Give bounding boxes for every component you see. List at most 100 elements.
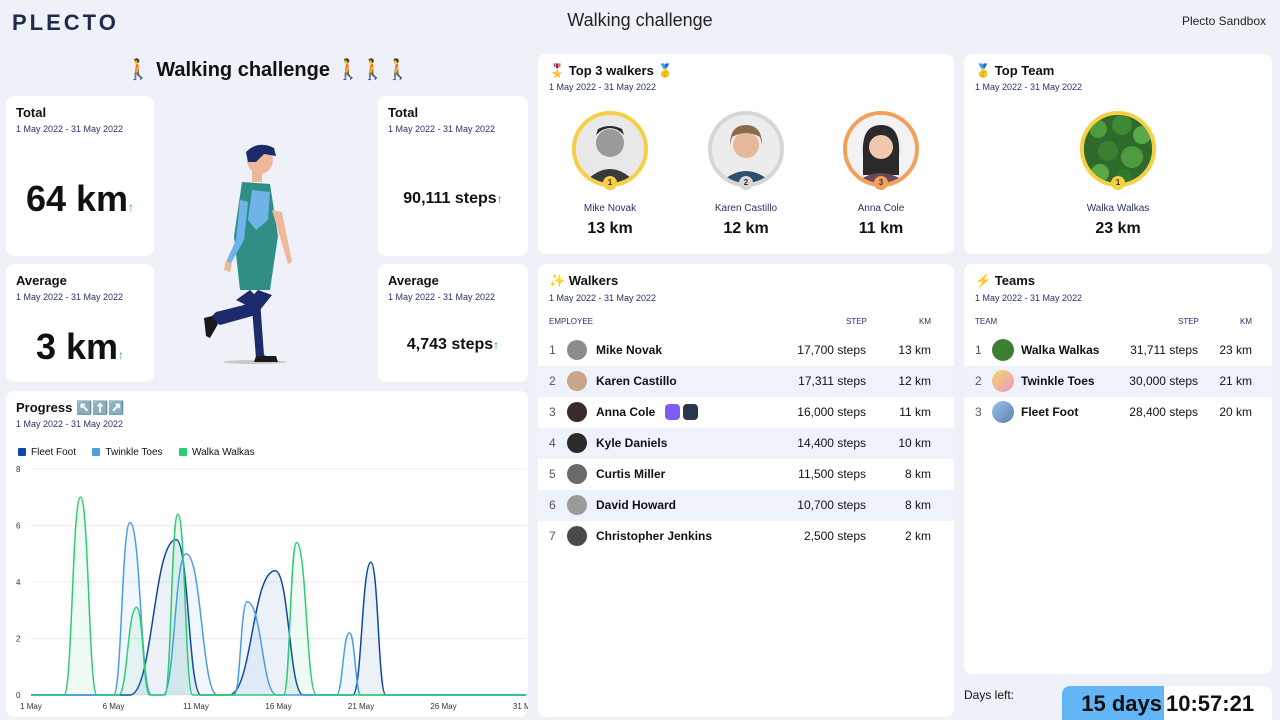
trend-up-icon: ↑ [118, 348, 125, 362]
column-header-step[interactable]: STEP [846, 317, 867, 326]
row-name: Walka Walkas [1021, 343, 1100, 357]
column-header-step[interactable]: STEP [1178, 317, 1199, 326]
row-km: 8 km [904, 467, 931, 481]
card-period: 1 May 2022 - 31 May 2022 [16, 419, 124, 429]
row-steps: 28,400 steps [1129, 405, 1198, 419]
row-steps: 30,000 steps [1129, 374, 1198, 388]
table-row[interactable]: 1 Walka Walkas 31,711 steps 23 km [964, 335, 1272, 366]
row-rank: 3 [549, 405, 556, 419]
total-km-card[interactable]: Total 1 May 2022 - 31 May 2022 64 km↑ [6, 96, 154, 256]
row-steps: 11,500 steps [798, 467, 866, 481]
card-title: ✨ Walkers [549, 273, 619, 288]
row-name: Curtis Miller [596, 467, 666, 481]
table-row[interactable]: 2 Twinkle Toes 30,000 steps 21 km [964, 366, 1272, 397]
row-name: Fleet Foot [1021, 405, 1079, 419]
column-header-km[interactable]: KM [919, 317, 931, 326]
column-header-team[interactable]: TEAM [975, 317, 998, 326]
average-steps-value: 4,743 steps [406, 336, 494, 353]
card-title: Average [16, 273, 67, 288]
avatar [567, 340, 587, 360]
y-tick-label: 0 [16, 691, 21, 700]
dashboard-title: Walking challenge [567, 10, 713, 30]
series-line-walka-walkas [30, 496, 526, 696]
table-row[interactable]: 3 Fleet Foot 28,400 steps 20 km [964, 397, 1272, 428]
row-name: David Howard [596, 498, 677, 512]
plecto-logo: PLECTO [12, 10, 119, 35]
card-title: 🎖️ Top 3 walkers 🥇 [549, 63, 674, 78]
avatar [843, 111, 919, 187]
walker-name: Mike Novak [583, 203, 637, 214]
total-km-value: 64 km [25, 178, 129, 219]
card-period: 1 May 2022 - 31 May 2022 [549, 82, 657, 92]
legend-twinkle-toes[interactable]: Twinkle Toes [92, 447, 163, 458]
row-rank: 5 [549, 467, 556, 481]
table-row[interactable]: 6 David Howard 10,700 steps 8 km [538, 490, 954, 521]
teams-table-card[interactable]: ⚡ Teams 1 May 2022 - 31 May 2022 TEAM ST… [964, 264, 1272, 674]
total-steps-card[interactable]: Total 1 May 2022 - 31 May 2022 90,111 st… [378, 96, 528, 256]
progress-chart-card[interactable]: Progress ↖️⬆️↗️ 1 May 2022 - 31 May 2022… [6, 391, 528, 717]
top-walkers-card[interactable]: 🎖️ Top 3 walkers 🥇 1 May 2022 - 31 May 2… [538, 54, 954, 254]
row-km: 21 km [1219, 374, 1252, 388]
table-row[interactable]: 3 Anna Cole 16,000 steps 11 km [538, 397, 954, 428]
progress-chart[interactable]: 0 2 4 6 8 1 May 6 May 11 May 16 May 21 May 26 May 3… [6, 391, 528, 717]
card-period: 1 May 2022 - 31 May 2022 [16, 124, 124, 134]
average-km-value: 3 km [35, 326, 119, 367]
legend-label: Walka Walkas [192, 446, 255, 458]
column-header-employee[interactable]: EMPLOYEE [549, 317, 594, 326]
top-team-card[interactable]: 🥇 Top Team 1 May 2022 - 31 May 2022 1 Wa… [964, 54, 1272, 254]
card-title: 🥇 Top Team [975, 63, 1055, 78]
row-name: Kyle Daniels [596, 436, 668, 450]
x-tick-label: 11 May [183, 702, 209, 711]
row-steps: 31,711 steps [1130, 343, 1198, 357]
row-km: 13 km [898, 343, 931, 357]
walking-person-illustration [160, 140, 370, 370]
table-row[interactable]: 7 Christopher Jenkins 2,500 steps 2 km [538, 521, 954, 552]
row-rank: 7 [549, 529, 556, 543]
countdown-widget[interactable]: 15 days 10:57:21 [1062, 686, 1272, 720]
trend-up-icon: ↑ [493, 338, 500, 352]
trend-up-icon: ↑ [128, 200, 135, 214]
card-period: 1 May 2022 - 31 May 2022 [975, 293, 1083, 303]
series-area-fleet-foot [31, 539, 526, 695]
table-row[interactable]: 1 Mike Novak 17,700 steps 13 km [538, 335, 954, 366]
countdown-time: 10:57:21 [1166, 691, 1255, 716]
row-name: Karen Castillo [596, 374, 677, 388]
table-row[interactable]: 5 Curtis Miller 11,500 steps 8 km [538, 459, 954, 490]
legend-label: Fleet Foot [31, 446, 77, 458]
row-name: Twinkle Toes [1021, 374, 1095, 388]
row-rank: 6 [549, 498, 556, 512]
gold-medal-icon: 1 [603, 176, 617, 190]
walker-km: 13 km [587, 220, 633, 237]
table-row[interactable]: 2 Karen Castillo 17,311 steps 12 km [538, 366, 954, 397]
card-title: Total [16, 105, 47, 120]
walkers-table-card[interactable]: ✨ Walkers 1 May 2022 - 31 May 2022 EMPLO… [538, 264, 954, 717]
series-line-fleet-foot [30, 538, 526, 696]
y-tick-label: 8 [16, 465, 21, 474]
legend-walka-walkas[interactable]: Walka Walkas [179, 447, 255, 458]
silver-medal-icon: 2 [739, 176, 753, 190]
x-tick-label: 1 May [20, 702, 42, 711]
countdown-days: 15 days [1062, 686, 1164, 720]
row-rank: 1 [549, 343, 556, 357]
legend-fleet-foot[interactable]: Fleet Foot [18, 447, 76, 458]
row-rank: 3 [975, 405, 982, 419]
gold-medal-icon: 1 [1111, 176, 1125, 190]
trend-up-icon: ↑ [496, 192, 503, 206]
average-km-card[interactable]: Average 1 May 2022 - 31 May 2022 3 km↑ [6, 264, 154, 382]
column-header-km[interactable]: KM [1240, 317, 1252, 326]
table-row[interactable]: 4 Kyle Daniels 14,400 steps 10 km [538, 428, 954, 459]
average-steps-card[interactable]: Average 1 May 2022 - 31 May 2022 4,743 s… [378, 264, 528, 382]
x-tick-label: 31 May [513, 702, 528, 711]
x-tick-label: 16 May [265, 702, 291, 711]
team-avatar [992, 401, 1014, 423]
row-steps: 2,500 steps [803, 529, 866, 543]
card-period: 1 May 2022 - 31 May 2022 [549, 293, 657, 303]
workspace-name[interactable]: Plecto Sandbox [1181, 14, 1266, 28]
y-tick-label: 4 [16, 578, 21, 587]
avatar [567, 526, 587, 546]
walker-km: 12 km [723, 220, 769, 237]
team-avatar [992, 339, 1014, 361]
row-name: Christopher Jenkins [596, 529, 713, 543]
achievement-badge-icon [665, 404, 680, 420]
row-steps: 14,400 steps [797, 436, 866, 450]
